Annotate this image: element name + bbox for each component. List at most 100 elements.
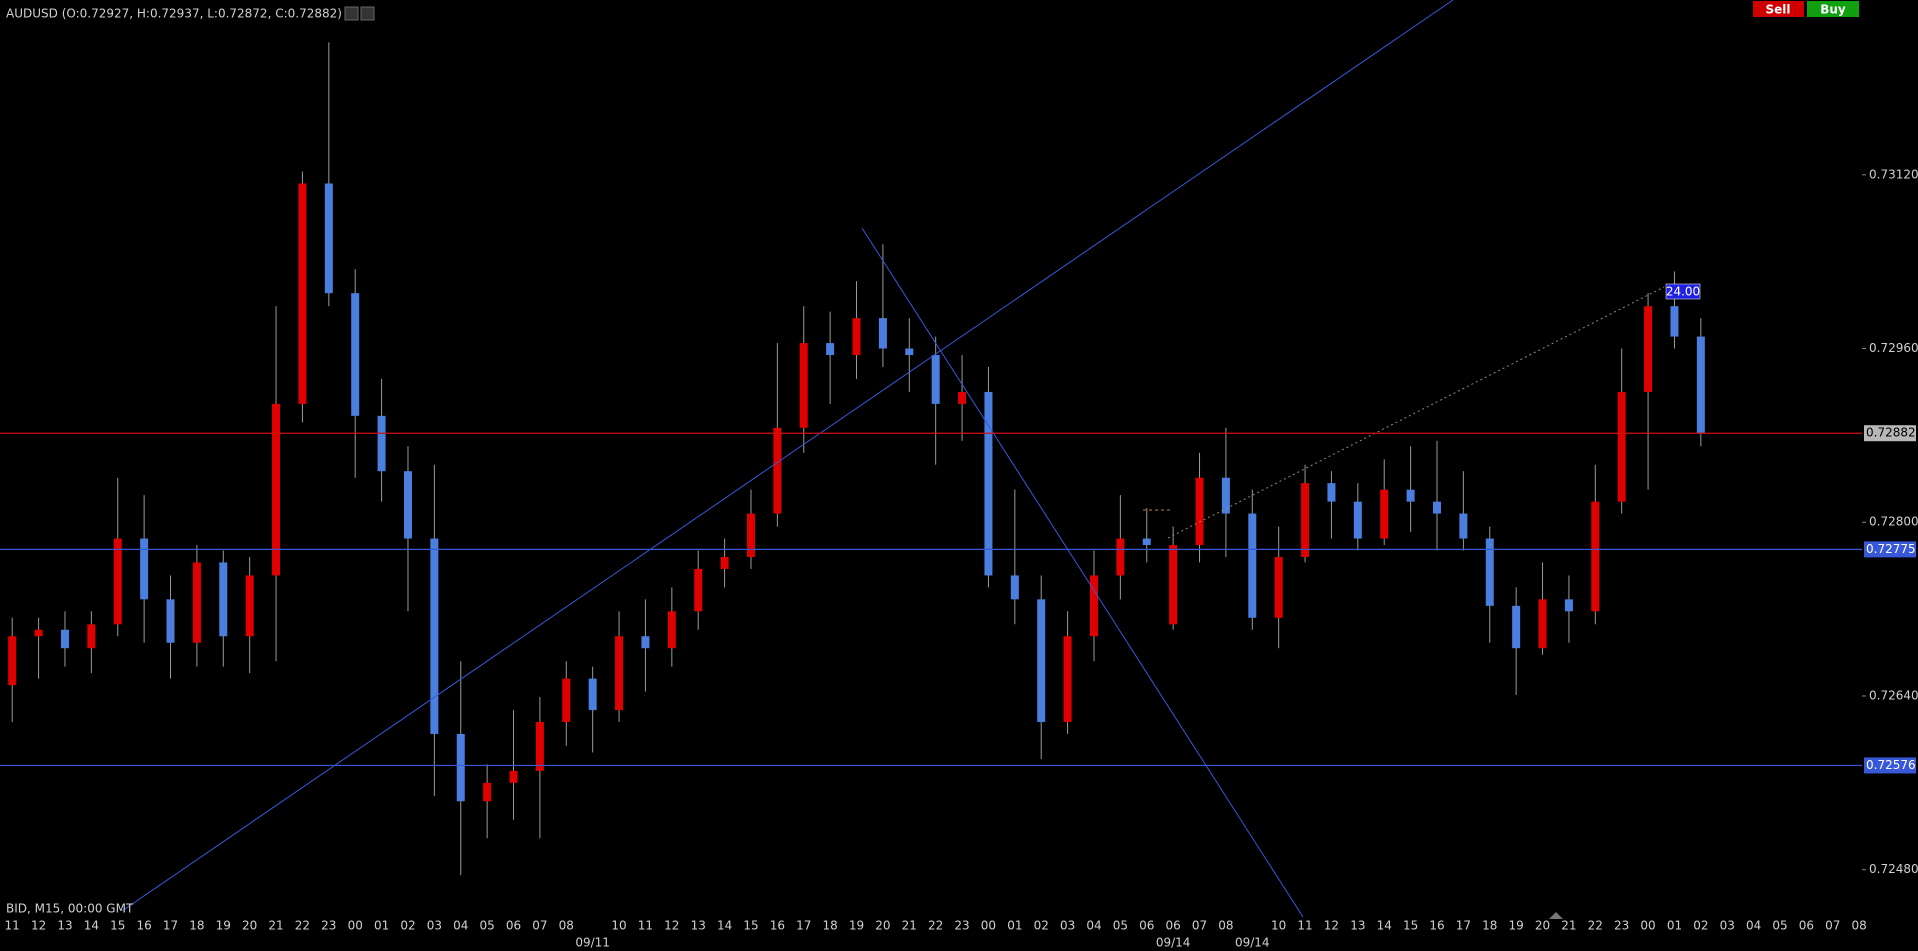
candle-body — [1353, 501, 1362, 539]
candle-body — [1116, 538, 1125, 576]
candle-body — [1010, 575, 1019, 600]
candle-body — [1459, 513, 1468, 539]
x-tick-label: 15 — [110, 919, 125, 933]
candle-body — [430, 538, 439, 734]
candle-body — [878, 318, 887, 349]
sell-button[interactable] — [1753, 1, 1804, 17]
x-tick-label: 10 — [1271, 919, 1286, 933]
buy-button-label[interactable]: Buy — [1820, 3, 1846, 17]
x-tick-label: 21 — [268, 919, 283, 933]
x-tick-label: 22 — [1588, 919, 1603, 933]
candle-body — [1591, 501, 1600, 612]
annotation-box — [1665, 283, 1701, 300]
level-label-box — [1864, 757, 1916, 774]
candle-body — [615, 636, 624, 711]
sell-button-label[interactable]: Sell — [1765, 3, 1790, 17]
x-tick-label: 17 — [796, 919, 811, 933]
candle-body — [667, 611, 676, 649]
x-tick-label: 08 — [559, 919, 574, 933]
x-tick-label: 14 — [84, 919, 99, 933]
candle-body — [1037, 599, 1046, 723]
candle-body — [1644, 306, 1653, 392]
close-icon[interactable] — [360, 6, 375, 21]
level-label-box — [1864, 425, 1916, 442]
x-tick-label: 04 — [1746, 919, 1761, 933]
candle-body — [1063, 636, 1072, 723]
level-label-box — [1864, 541, 1916, 558]
candle-body — [1406, 489, 1415, 502]
x-tick-label: 07 — [532, 919, 547, 933]
x-tick-label: 21 — [1561, 919, 1576, 933]
level-label: 0.72882 — [1866, 426, 1916, 440]
candle-body — [1327, 483, 1336, 502]
x-tick-label: 23 — [954, 919, 969, 933]
candle-body — [694, 568, 703, 612]
settings-icon[interactable] — [344, 6, 359, 21]
x-tick-label: 03 — [1720, 919, 1735, 933]
candle-body — [826, 343, 835, 356]
candle-body — [958, 391, 967, 404]
candle-body — [1617, 391, 1626, 502]
candle-body — [799, 343, 808, 428]
candle-body — [773, 427, 782, 514]
candle-body — [272, 403, 281, 576]
x-tick-label: 21 — [902, 919, 917, 933]
x-tick-label: 22 — [295, 919, 310, 933]
y-tick-label: 0.72960 — [1869, 341, 1918, 355]
candle-body — [1301, 483, 1310, 557]
date-label: 09/14 — [1235, 936, 1270, 950]
x-tick-label: 05 — [479, 919, 494, 933]
x-tick-label: 01 — [1667, 919, 1682, 933]
x-tick-label: 06 — [1799, 919, 1814, 933]
candle-body — [113, 538, 122, 625]
x-tick-label: 10 — [611, 919, 626, 933]
level-label: 0.72576 — [1866, 758, 1916, 772]
candle-body — [984, 391, 993, 576]
x-tick-label: 20 — [242, 919, 257, 933]
candle-body — [34, 629, 43, 637]
x-tick-label: 06 — [506, 919, 521, 933]
candle-body — [535, 722, 544, 771]
x-tick-label: 00 — [1640, 919, 1655, 933]
x-tick-label: 03 — [1060, 919, 1075, 933]
candle-body — [852, 318, 861, 356]
trend-line — [121, 0, 1454, 912]
chart-subtitle: BID, M15, 00:00 GMT — [6, 902, 134, 916]
x-tick-label: 04 — [1086, 919, 1101, 933]
candle-body — [1169, 545, 1178, 625]
candle-body — [1538, 599, 1547, 649]
candle-body — [1274, 556, 1283, 618]
x-tick-label: 23 — [321, 919, 336, 933]
x-tick-label: 13 — [1350, 919, 1365, 933]
candle-body — [1380, 489, 1389, 539]
y-tick-label: 0.72640 — [1869, 688, 1918, 702]
candle-body — [140, 538, 149, 600]
x-tick-label: 06 — [1139, 919, 1154, 933]
date-label: 09/14 — [1156, 936, 1191, 950]
candle-body — [377, 415, 386, 472]
x-tick-label: 15 — [1403, 919, 1418, 933]
candle-body — [588, 678, 597, 711]
candle-body — [298, 183, 307, 404]
annotation: 24.00 — [1666, 285, 1700, 299]
candle-body — [1564, 599, 1573, 612]
x-tick-label: 20 — [875, 919, 890, 933]
x-tick-label: 19 — [216, 919, 231, 933]
candle-body — [1485, 538, 1494, 606]
x-tick-label: 17 — [163, 919, 178, 933]
x-tick-label: 01 — [1007, 919, 1022, 933]
level-label: 0.72775 — [1866, 542, 1916, 556]
x-tick-label: 07 — [1192, 919, 1207, 933]
candle-body — [483, 782, 492, 802]
candle-body — [1512, 605, 1521, 649]
candle-body — [1195, 477, 1204, 546]
x-tick-label: 22 — [928, 919, 943, 933]
x-tick-label: 01 — [374, 919, 389, 933]
x-tick-label: 13 — [691, 919, 706, 933]
x-tick-label: 08 — [1218, 919, 1233, 933]
x-tick-label: 02 — [1693, 919, 1708, 933]
x-tick-label: 11 — [1297, 919, 1312, 933]
buy-button[interactable] — [1807, 1, 1859, 17]
candle-body — [351, 293, 360, 416]
